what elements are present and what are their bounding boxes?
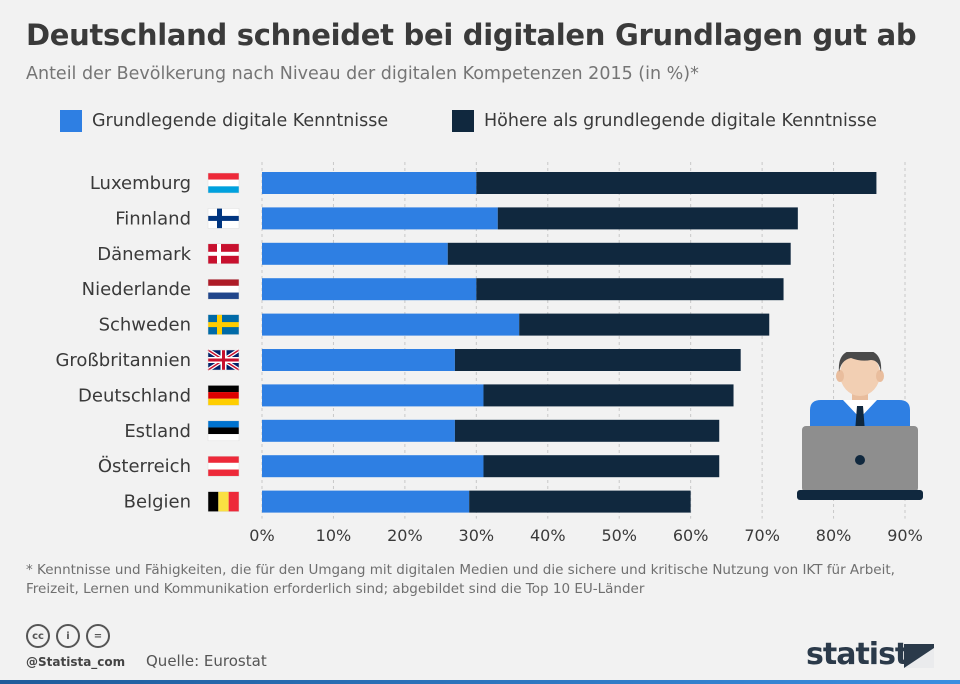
category-label: Estland [124,421,191,442]
cc-icon[interactable]: cc [26,624,50,648]
sweden-flag [207,314,240,335]
statista-logo-mark-icon [904,644,934,668]
legend-swatch-advanced [452,110,474,132]
x-tick-label: 90% [887,526,923,545]
bar-basic [262,490,470,513]
germany-flag [207,385,240,406]
bar-advanced [497,207,798,230]
bar-basic [262,242,448,265]
bar-basic [262,313,520,336]
x-tick-label: 50% [601,526,637,545]
x-tick-label: 80% [816,526,852,545]
bar-basic [262,349,455,371]
x-tick-label: 40% [530,526,566,545]
x-tick-label: 10% [316,526,352,545]
bar-basic [262,455,484,478]
chart-title: Deutschland schneidet bei digitalen Grun… [26,18,917,52]
footnote: * Kenntnisse und Fähigkeiten, die für de… [26,562,895,597]
belgium-flag [207,491,240,512]
category-label: Dänemark [97,244,191,265]
statista-handle[interactable]: @Statista_com [26,655,126,669]
category-label: Österreich [98,455,191,477]
chart-area: Luxemburg Finnland Dänemark Niederlande Schw… [55,162,923,545]
bar-basic [262,384,484,407]
category-label: Belgien [124,492,191,513]
bar-basic [262,172,477,194]
bar-advanced [447,242,791,265]
finland-flag [207,208,240,229]
austria-flag [207,455,240,477]
legend-label-advanced: Höhere als grundlegende digitale Kenntni… [484,111,877,131]
uk-flag [206,348,241,372]
bar-advanced [476,172,877,194]
legend-label-basic: Grundlegende digitale Kenntnisse [92,111,389,131]
bar-basic [262,419,455,442]
category-label: Großbritannien [55,350,191,371]
x-tick-label: 20% [387,526,423,545]
x-tick-label: 60% [673,526,709,545]
netherlands-flag [207,278,240,300]
person-with-laptop-icon [797,352,923,500]
bar-advanced [483,455,720,478]
x-tick-label: 0% [249,526,274,545]
category-label: Niederlande [82,279,191,300]
legend-swatch-basic [60,110,82,132]
bar-advanced [469,490,691,513]
bar-advanced [476,278,784,301]
x-tick-label: 70% [744,526,780,545]
category-label: Finnland [115,208,191,229]
legend: Grundlegende digitale Kenntnisse Höhere … [0,110,960,136]
bar-advanced [483,384,734,407]
luxembourg-flag [207,172,240,194]
bar-advanced [454,419,720,442]
legend-item-advanced: Höhere als grundlegende digitale Kenntni… [452,110,877,132]
bottom-accent-bar [0,680,960,684]
bar-advanced [454,349,741,371]
chart-subtitle: Anteil der Bevölkerung nach Niveau der d… [26,64,699,84]
nd-icon[interactable]: = [86,624,110,648]
category-label: Schweden [99,315,191,336]
bar-advanced [519,313,770,336]
license-icons: cc i = [26,624,110,648]
bar-basic [262,278,477,301]
x-tick-label: 30% [459,526,495,545]
category-label: Luxemburg [90,173,191,194]
source-note: Quelle: Eurostat [146,652,267,670]
denmark-flag [207,243,240,265]
estonia-flag [207,420,240,442]
bar-basic [262,207,498,230]
legend-item-basic: Grundlegende digitale Kenntnisse [60,110,388,132]
category-label: Deutschland [78,385,191,406]
by-icon[interactable]: i [56,624,80,648]
